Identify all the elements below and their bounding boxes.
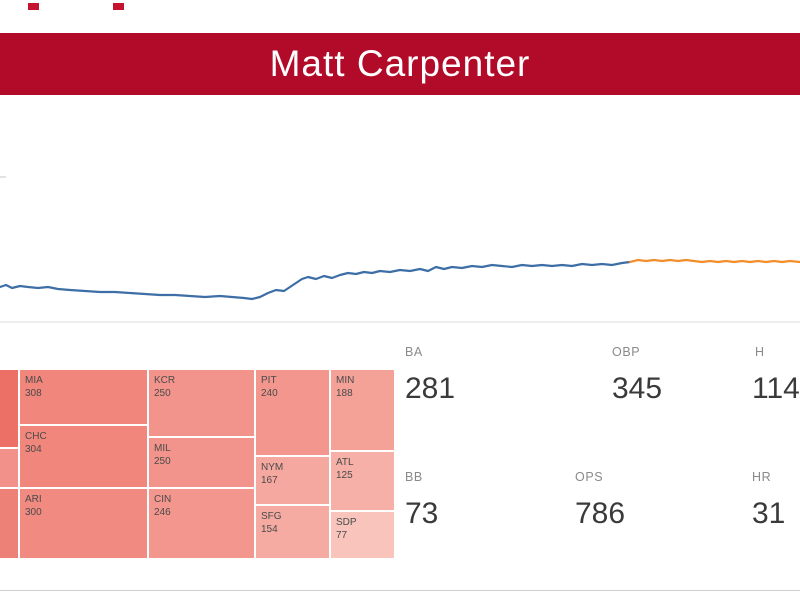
stat-label-h: H [755, 345, 765, 359]
treemap-cell-ari[interactable]: ARI 300 [20, 489, 147, 558]
treemap-cell[interactable] [0, 489, 18, 558]
treemap-cell-sfg[interactable]: SFG 154 [256, 506, 329, 558]
page-title: Matt Carpenter [269, 43, 531, 84]
line-chart [0, 176, 800, 323]
treemap-cell-kcr[interactable]: KCR 250 [149, 370, 254, 436]
stat-value-ops: 786 [575, 497, 626, 530]
treemap-cell-min[interactable]: MIN 188 [331, 370, 394, 450]
batting-average-line-chart[interactable] [0, 95, 800, 345]
treemap-cell[interactable] [0, 370, 18, 447]
treemap-cell-nym[interactable]: NYM 167 [256, 457, 329, 504]
stat-label-ba: BA [405, 345, 423, 359]
treemap-cell-chc[interactable]: CHC 304 [20, 426, 147, 487]
team-treemap: MIA 308 CHC 304 ARI 300 KCR 250 MIL 250 CIN 24… [0, 370, 395, 558]
stat-label-obp: OBP [612, 345, 641, 359]
toolbar-red-mark-icon [28, 3, 39, 10]
toolbar-red-mark-icon [113, 3, 124, 10]
treemap-cell-atl[interactable]: ATL 125 [331, 452, 394, 510]
stat-value-h: 114 [752, 372, 800, 405]
treemap-cell[interactable] [0, 449, 18, 487]
stat-value-bb: 73 [405, 497, 439, 530]
toolbar-strip [0, 0, 800, 30]
stat-label-bb: BB [405, 470, 423, 484]
treemap-cell-mil[interactable]: MIL 250 [149, 438, 254, 487]
stat-value-ba: 281 [405, 372, 456, 405]
treemap-cell-pit[interactable]: PIT 240 [256, 370, 329, 455]
window-bottom-border [0, 590, 800, 591]
stat-label-ops: OPS [575, 470, 604, 484]
stat-value-hr: 31 [752, 497, 786, 530]
treemap-cell-mia[interactable]: MIA 308 [20, 370, 147, 424]
title-banner: Matt Carpenter [0, 33, 800, 95]
stat-label-hr: HR [752, 470, 772, 484]
treemap-cell-cin[interactable]: CIN 246 [149, 489, 254, 558]
treemap-cell-sdp[interactable]: SDP 77 [331, 512, 394, 558]
stat-value-obp: 345 [612, 372, 663, 405]
